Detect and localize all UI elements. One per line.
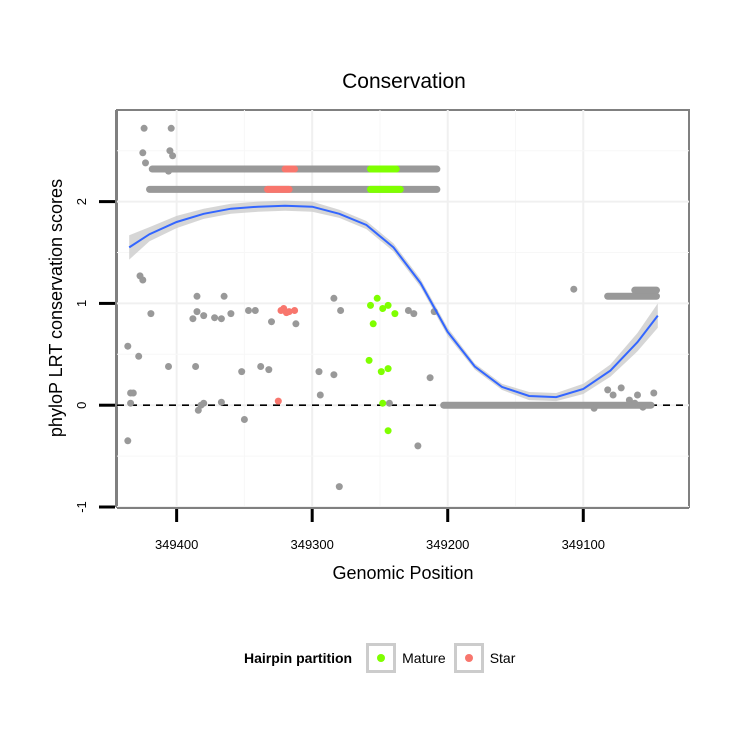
point-other [590, 404, 598, 412]
point-other [265, 366, 273, 374]
x-tick-label: 349400 [155, 537, 198, 552]
point-other [124, 437, 132, 445]
point-mature [367, 301, 374, 309]
legend-title: Hairpin partition [244, 650, 353, 666]
axes-group: 349400 349300 349200 349100 -1 0 1 2 [74, 110, 689, 552]
point-other [639, 403, 647, 411]
point-star [277, 307, 285, 314]
point-other [139, 149, 147, 157]
point-other [211, 314, 219, 322]
y-axis-label: phyloP LRT conservation scores [46, 179, 66, 437]
point-other [609, 391, 617, 399]
y-tick-label: 1 [74, 300, 89, 307]
point-other [124, 342, 132, 350]
legend-item-star: Star [453, 643, 516, 673]
point-other [617, 384, 625, 392]
point-other [631, 399, 639, 407]
point-other [227, 310, 235, 318]
point-other [165, 363, 172, 370]
point-other [385, 399, 393, 407]
point-mature [379, 399, 387, 407]
point-other [292, 320, 300, 328]
point-mature [369, 320, 377, 328]
x-tick-label: 349100 [562, 537, 605, 552]
point-other [127, 399, 135, 407]
point-other [197, 401, 205, 409]
point-star [274, 397, 282, 405]
point-other [238, 368, 246, 376]
point-other [650, 389, 658, 397]
point-other [140, 124, 148, 132]
point-star [282, 309, 290, 317]
legend: Hairpin partition Mature Star [244, 640, 523, 676]
point-other [316, 391, 324, 399]
point-other [240, 416, 248, 423]
point-other [200, 312, 208, 320]
point-other [410, 310, 418, 318]
point-mature [384, 301, 392, 309]
point-other [330, 371, 338, 379]
point-other [625, 396, 633, 404]
point-other [426, 374, 434, 382]
point-other [604, 386, 612, 394]
point-other [257, 363, 265, 370]
chart-title: Conservation [342, 70, 466, 93]
x-axis-label: Genomic Position [332, 563, 473, 583]
point-mature [384, 365, 392, 373]
point-mature [379, 305, 387, 312]
point-other [135, 352, 143, 360]
smooth-line [128, 204, 659, 399]
point-other [414, 442, 422, 450]
point-other [193, 308, 201, 316]
point-other [404, 307, 412, 314]
point-other [634, 391, 641, 399]
smooth-line-group [128, 204, 659, 399]
point-other [335, 483, 343, 491]
point-other [570, 285, 578, 293]
point-other [217, 315, 225, 323]
point-other [217, 398, 225, 406]
point-other [147, 310, 155, 318]
points-group [124, 124, 660, 491]
point-other [142, 159, 149, 167]
point-other [189, 315, 197, 323]
point-mature [373, 294, 381, 302]
point-other [193, 292, 201, 300]
legend-key-star [453, 643, 484, 673]
point-mature [365, 356, 373, 364]
point-other [315, 368, 323, 376]
y-tick-label: 2 [74, 198, 89, 205]
x-tick-label: 349200 [426, 537, 469, 552]
star-dot-icon [464, 654, 473, 662]
point-other [169, 152, 177, 160]
point-other [337, 307, 345, 314]
point-mature [377, 368, 385, 376]
point-other [139, 276, 147, 284]
point-other [192, 363, 200, 370]
legend-label-star: Star [489, 650, 516, 666]
point-other [167, 124, 175, 132]
legend-item-mature: Mature [366, 643, 446, 673]
x-tick-label: 349300 [290, 537, 333, 552]
point-other [251, 307, 259, 314]
y-tick-label: -1 [74, 501, 89, 513]
point-mature [384, 427, 392, 435]
point-other [129, 389, 137, 397]
point-star [291, 307, 299, 314]
legend-label-mature: Mature [402, 650, 446, 666]
legend-key-mature [366, 643, 397, 673]
point-other [268, 318, 275, 326]
point-mature [391, 310, 399, 318]
point-other [330, 294, 338, 302]
point-other [245, 307, 252, 314]
y-tick-label: 0 [74, 402, 89, 409]
point-other [165, 167, 172, 175]
point-other [220, 292, 228, 300]
mature-dot-icon [377, 654, 386, 662]
panel-background [116, 109, 690, 508]
